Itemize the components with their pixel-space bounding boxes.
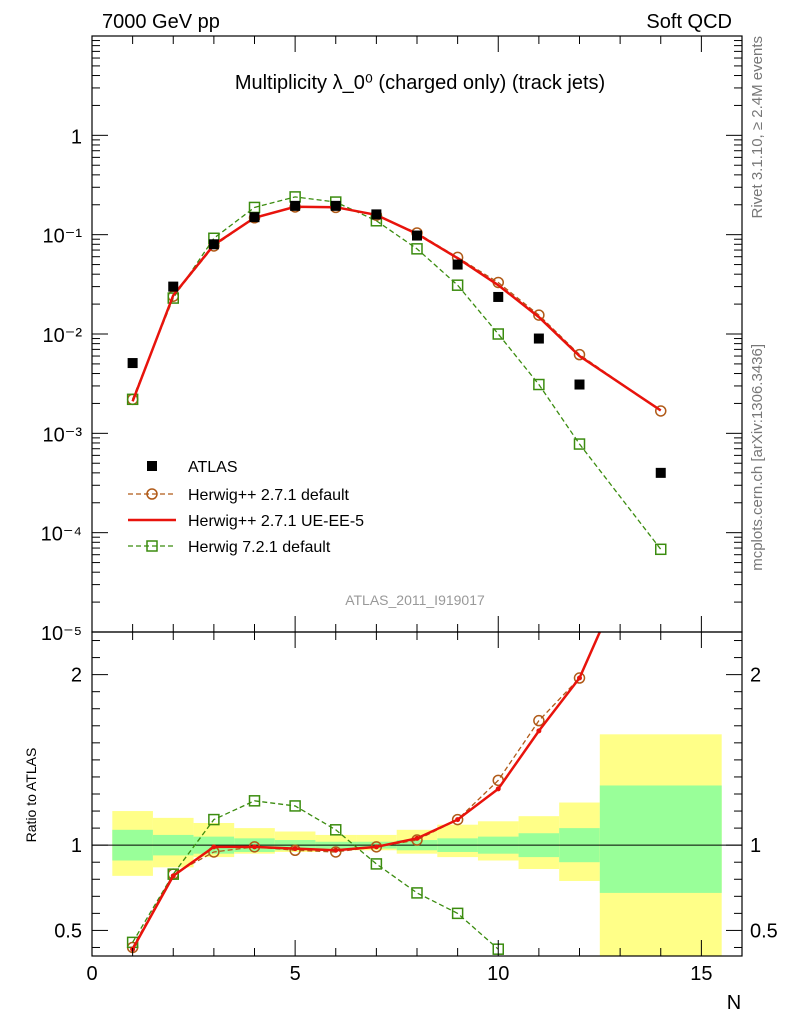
ratio-ylabel: Ratio to ATLAS — [23, 748, 39, 843]
ratio-point-herwig7 — [167, 868, 179, 880]
ratio-point-herwigpp-ueee5 — [211, 844, 217, 850]
point-atlas — [574, 379, 585, 390]
axes: 0 5 10 15 10⁻⁵ 10⁻⁴ 10⁻³ 10⁻² 10⁻¹ 1 0.5 0.5 1 1 2 2 — [41, 35, 778, 985]
ratio-point-herwigpp-ueee5 — [414, 835, 420, 841]
header-left: 7000 GeV pp — [102, 11, 220, 33]
mcplots-label: mcplots.cern.ch [arXiv:1306.3436] — [749, 344, 766, 571]
point-atlas — [655, 467, 666, 478]
ratio-panel — [92, 632, 742, 955]
ratio-point-herwig7 — [208, 813, 220, 826]
header-right: Soft QCD — [646, 11, 732, 33]
ratio-uncertainty-bands — [112, 734, 722, 956]
ratio-point-herwigpp-ueee5 — [333, 847, 339, 853]
legend-label: Herwig++ 2.7.1 default — [188, 487, 350, 504]
point-atlas — [290, 200, 301, 211]
y-tick-label: 10⁻³ — [43, 424, 83, 446]
y-tick-label: 10⁻¹ — [43, 226, 83, 248]
point-herwigpp-default — [573, 348, 586, 361]
ratio-point-herwig7 — [330, 824, 342, 836]
analysis-watermark: ATLAS_2011_I919017 — [345, 592, 485, 608]
ratio-point-herwigpp-default — [330, 846, 342, 858]
ratio-y-tick-label: 2 — [71, 665, 82, 687]
point-atlas — [452, 259, 463, 270]
ratio-point-herwig7 — [289, 800, 301, 812]
ratio-y-tick-label: 1 — [71, 835, 82, 857]
ratio-point-herwigpp-ueee5 — [252, 844, 257, 850]
legend-label: Herwig 7.2.1 default — [188, 539, 331, 556]
legend-marker-herwig7 — [146, 540, 158, 552]
ratio-point-herwigpp-ueee5 — [170, 873, 176, 879]
chart-title: Multiplicity λ_0⁰ (charged only) (track … — [235, 72, 605, 94]
point-atlas — [249, 212, 260, 223]
ratio-point-herwigpp-default — [533, 714, 545, 727]
main-panel — [126, 191, 667, 556]
ratio-line-herwigpp-ueee5 — [131, 632, 601, 950]
legend-label: ATLAS — [188, 459, 238, 476]
x-tick-label: 10 — [487, 963, 509, 985]
point-herwig7 — [411, 243, 423, 255]
legend: ATLAS Herwig++ 2.7.1 default Herwig++ 2.7.… — [128, 459, 364, 556]
band-inner — [599, 785, 722, 893]
ratio-point-herwigpp-default — [289, 844, 301, 857]
point-herwig7 — [492, 328, 504, 340]
point-herwig7 — [451, 279, 464, 291]
ratio-y-tick-label-right: 1 — [750, 835, 761, 857]
point-herwig7 — [573, 438, 586, 450]
ratio-point-herwig7 — [248, 795, 261, 807]
rivet-label: Rivet 3.1.10, ≥ 2.4M events — [749, 36, 766, 219]
point-atlas — [371, 209, 382, 220]
point-herwig7 — [126, 393, 139, 406]
ratio-line-herwig7 — [132, 800, 499, 950]
ratio-point-herwigpp-ueee5 — [373, 844, 379, 850]
ratio-point-herwigpp-ueee5 — [536, 728, 542, 734]
legend-marker-atlas — [147, 461, 157, 471]
ratio-point-herwigpp-ueee5 — [455, 817, 461, 823]
point-herwigpp-default — [655, 405, 667, 417]
x-tick-label: 0 — [86, 963, 97, 985]
ratio-point-herwigpp-ueee5 — [292, 846, 298, 852]
line-herwig7 — [132, 196, 662, 550]
y-tick-label: 10⁻² — [43, 325, 83, 347]
ratio-point-herwigpp-default — [573, 672, 586, 684]
point-atlas — [208, 239, 219, 250]
point-atlas — [533, 333, 544, 344]
point-atlas — [127, 358, 138, 369]
point-atlas — [412, 230, 422, 241]
point-atlas — [168, 281, 179, 292]
y-tick-label: 10⁻⁵ — [41, 623, 82, 645]
ratio-point-herwig7 — [411, 887, 423, 899]
ratio-point-herwig7 — [451, 907, 464, 920]
ratio-point-herwigpp-default — [451, 813, 464, 826]
point-herwig7 — [167, 292, 179, 304]
ratio-point-herwigpp-ueee5 — [577, 675, 582, 681]
point-atlas — [493, 291, 504, 302]
point-herwigpp-default — [533, 309, 545, 321]
ratio-point-herwig7 — [370, 858, 383, 870]
legend-marker-herwigpp-default — [146, 488, 158, 500]
legend-label: Herwig++ 2.7.1 UE-EE-5 — [188, 513, 364, 530]
y-tick-label: 1 — [71, 126, 82, 148]
ratio-y-tick-label-right: 2 — [750, 665, 761, 687]
point-atlas — [330, 200, 341, 211]
ratio-line-herwigpp-default — [132, 677, 580, 948]
x-tick-label: 5 — [290, 963, 301, 985]
point-herwig7 — [655, 543, 667, 556]
ratio-point-herwigpp-ueee5 — [495, 786, 501, 792]
x-axis-label: N — [727, 992, 741, 1014]
point-herwig7 — [533, 378, 545, 391]
y-tick-label: 10⁻⁴ — [41, 524, 82, 546]
ratio-y-tick-label-right: 0.5 — [750, 920, 778, 942]
ratio-y-tick-label: 0.5 — [54, 920, 82, 942]
x-tick-label: 15 — [690, 963, 712, 985]
